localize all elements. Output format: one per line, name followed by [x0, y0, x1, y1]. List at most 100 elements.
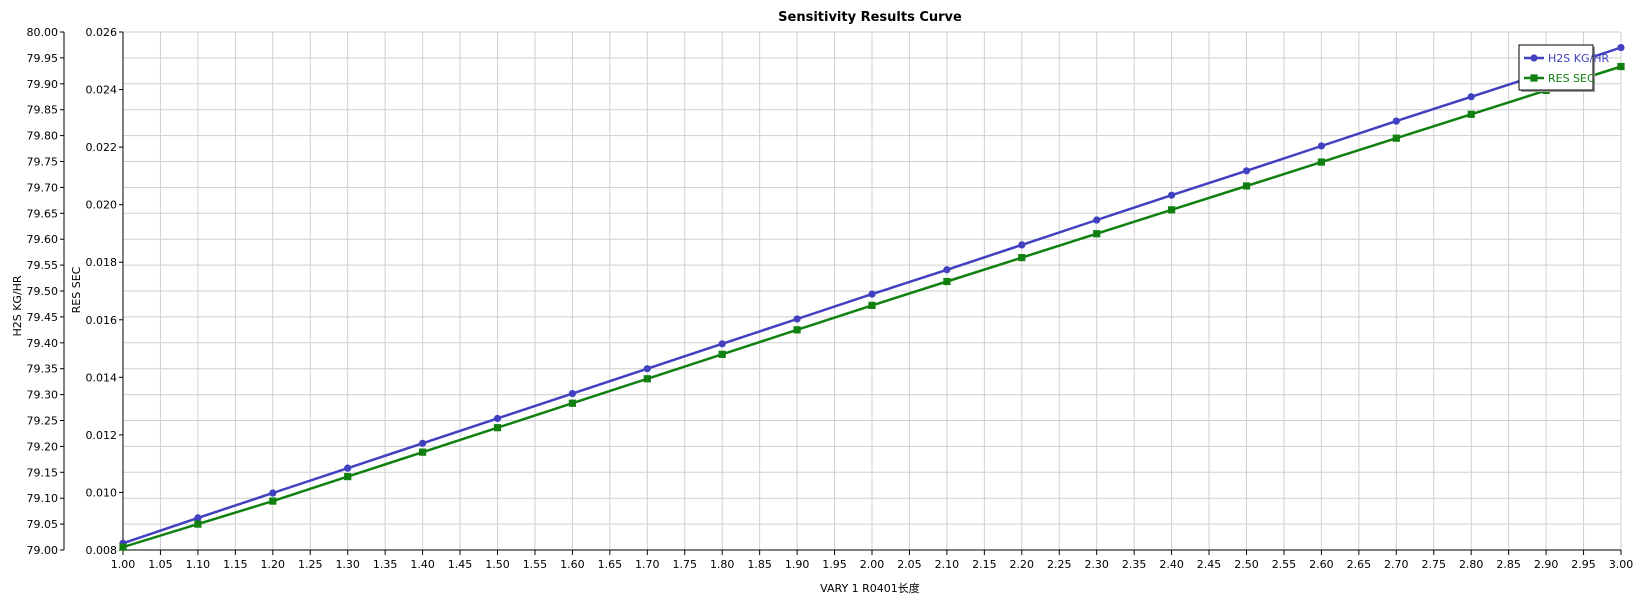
y-tick-label-h2s: 79.05	[27, 518, 59, 531]
x-tick-label: 1.40	[410, 558, 435, 571]
data-point	[1392, 134, 1400, 142]
y-tick-label-h2s: 79.65	[27, 207, 59, 220]
y-tick-label-h2s: 79.45	[27, 311, 59, 324]
data-point	[269, 489, 277, 497]
grid	[122, 31, 1622, 551]
x-tick-label: 2.85	[1496, 558, 1521, 571]
x-tick-label: 2.20	[1010, 558, 1035, 571]
data-point	[194, 514, 202, 522]
axes: 1.00 1.05 1.10 1.15 1.20 1.25 1.30 1.35 1.40 1.45…	[27, 26, 1634, 571]
y-tick-label-res-sec: 0.008	[86, 544, 118, 557]
x-tick-label: 1.60	[560, 558, 585, 571]
data-point	[1617, 43, 1625, 52]
legend[interactable]: H2S KG/HR RES SEC	[1518, 44, 1609, 92]
y-tick-label-res-sec: 0.018	[86, 256, 118, 269]
y-tick-label-h2s: 79.30	[27, 389, 59, 402]
x-tick-label: 3.00	[1609, 558, 1634, 571]
x-tick-label: 2.75	[1422, 558, 1447, 571]
x-tick-label: 1.10	[186, 558, 211, 571]
data-point	[718, 350, 726, 358]
x-tick-label: 2.40	[1159, 558, 1184, 571]
data-point	[1018, 241, 1026, 249]
x-tick-label: 2.55	[1272, 558, 1297, 571]
series-h2s	[119, 43, 1625, 547]
legend-item[interactable]: H2S KG/HR	[1524, 52, 1609, 65]
x-tick-label: 1.45	[448, 558, 473, 571]
x-tick-label: 1.55	[523, 558, 548, 571]
y-tick-label-h2s: 79.25	[27, 415, 59, 428]
data-point	[1467, 93, 1475, 101]
y-tick-label-h2s: 79.60	[27, 233, 59, 246]
y-tick-label-res-sec: 0.010	[86, 486, 118, 499]
x-tick-label: 1.15	[223, 558, 248, 571]
data-point	[493, 424, 502, 432]
data-point	[493, 414, 502, 423]
y-tick-label-h2s: 79.55	[27, 259, 59, 272]
y-tick-label-h2s: 79.90	[27, 78, 59, 91]
x-tick-label: 2.10	[935, 558, 960, 571]
x-tick-label: 1.00	[111, 558, 136, 571]
series-res-sec	[119, 62, 1625, 551]
y-tick-label-res-sec: 0.014	[86, 371, 118, 384]
y-tick-label-h2s: 79.00	[27, 544, 59, 557]
data-point	[1467, 110, 1475, 118]
x-tick-label: 1.90	[785, 558, 810, 571]
data-point	[868, 290, 876, 298]
y-tick-label-res-sec: 0.020	[86, 199, 118, 212]
y-tick-label-res-sec: 0.012	[86, 429, 118, 442]
data-point	[868, 301, 876, 309]
x-tick-label: 1.05	[148, 558, 173, 571]
y-tick-label-h2s: 79.80	[27, 130, 59, 143]
data-point	[344, 464, 352, 472]
y-tick-label-h2s: 79.70	[27, 181, 59, 194]
data-point	[1168, 191, 1176, 199]
data-point	[1242, 167, 1251, 175]
data-point	[793, 315, 801, 323]
y-tick-label-h2s: 79.95	[27, 52, 59, 65]
x-tick-label: 1.50	[485, 558, 510, 571]
x-tick-label: 2.05	[897, 558, 922, 571]
y-axis-label-res-sec: RES SEC	[70, 266, 83, 313]
y-tick-label-res-sec: 0.024	[86, 84, 118, 97]
data-point	[643, 365, 651, 373]
legend-label: H2S KG/HR	[1548, 52, 1609, 65]
data-point	[269, 497, 277, 505]
x-tick-label: 1.30	[335, 558, 360, 571]
legend-item[interactable]: RES SEC	[1524, 72, 1595, 85]
y-tick-label-h2s: 79.75	[27, 156, 59, 169]
x-tick-label: 2.80	[1459, 558, 1484, 571]
chart-title: Sensitivity Results Curve	[778, 10, 962, 25]
x-tick-label: 1.80	[710, 558, 735, 571]
y-tick-label-h2s: 79.20	[27, 440, 59, 453]
x-tick-label: 2.90	[1534, 558, 1559, 571]
x-tick-label: 2.70	[1384, 558, 1409, 571]
data-point	[1168, 206, 1176, 214]
x-tick-label: 1.65	[598, 558, 623, 571]
data-point	[1242, 182, 1251, 190]
y-tick-label-h2s: 79.35	[27, 363, 59, 376]
x-tick-label: 2.30	[1084, 558, 1109, 571]
data-point	[1617, 62, 1625, 71]
series-layer	[119, 43, 1625, 551]
data-point	[793, 326, 801, 334]
data-point	[643, 375, 651, 383]
x-tick-label: 2.25	[1047, 558, 1072, 571]
data-point	[1317, 158, 1325, 166]
x-tick-label: 2.45	[1197, 558, 1222, 571]
y-tick-label-res-sec: 0.016	[86, 314, 118, 327]
data-point	[419, 448, 427, 456]
x-tick-label: 2.65	[1347, 558, 1372, 571]
x-tick-label: 1.95	[822, 558, 847, 571]
x-tick-label: 1.75	[673, 558, 698, 571]
data-point	[1018, 254, 1026, 262]
data-point	[943, 266, 951, 274]
y-tick-label-h2s: 80.00	[27, 26, 59, 39]
data-point	[1093, 216, 1101, 224]
x-tick-label: 1.70	[635, 558, 660, 571]
x-tick-label: 2.60	[1309, 558, 1334, 571]
y-axis-label-h2s: H2S KG/HR	[11, 275, 24, 336]
legend-label: RES SEC	[1548, 72, 1595, 85]
x-tick-label: 1.85	[747, 558, 772, 571]
